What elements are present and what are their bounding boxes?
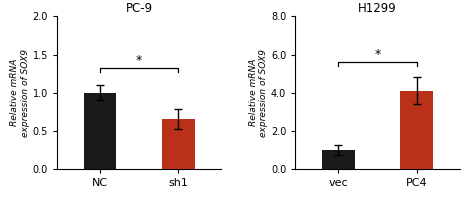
Text: *: * xyxy=(374,48,381,61)
Title: H1299: H1299 xyxy=(358,2,397,15)
Y-axis label: Relative mRNA
expression of SOX9: Relative mRNA expression of SOX9 xyxy=(10,49,30,137)
Bar xyxy=(322,150,355,169)
Bar xyxy=(162,119,195,169)
Text: *: * xyxy=(136,54,142,67)
Bar xyxy=(83,93,117,169)
Title: PC-9: PC-9 xyxy=(126,2,153,15)
Y-axis label: Relative mRNA
expression of SOX9: Relative mRNA expression of SOX9 xyxy=(249,49,268,137)
Bar xyxy=(400,91,433,169)
